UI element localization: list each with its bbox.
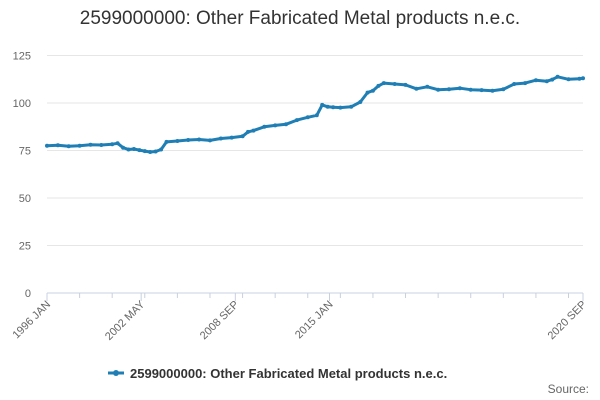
data-point[interactable] bbox=[99, 143, 104, 147]
x-tick-label: 1996 JAN bbox=[10, 299, 53, 342]
data-point[interactable] bbox=[153, 149, 158, 154]
x-tick-label: 2008 SEP bbox=[198, 299, 242, 343]
data-point[interactable] bbox=[186, 138, 191, 142]
data-point[interactable] bbox=[325, 104, 330, 109]
data-point[interactable] bbox=[218, 136, 223, 141]
data-point[interactable] bbox=[131, 147, 136, 151]
data-point[interactable] bbox=[566, 77, 571, 82]
data-point[interactable] bbox=[314, 113, 319, 118]
data-point[interactable] bbox=[88, 142, 93, 147]
chart-title: 2599000000: Other Fabricated Metal produ… bbox=[79, 8, 521, 29]
data-point[interactable] bbox=[468, 87, 473, 92]
axes: 0 25 50 75 100 125 1996 JAN 2002 MAY 2008 SEP 201… bbox=[10, 51, 589, 343]
legend-swatch-dot bbox=[113, 370, 119, 376]
data-point[interactable] bbox=[164, 139, 169, 144]
data-point[interactable] bbox=[577, 76, 582, 81]
x-tick-label: 2020 SEP bbox=[546, 299, 590, 343]
grid-lines bbox=[47, 55, 583, 246]
source-label: Source: bbox=[548, 382, 589, 396]
data-point[interactable] bbox=[425, 84, 430, 89]
data-point[interactable] bbox=[436, 87, 441, 92]
data-point[interactable] bbox=[115, 141, 120, 146]
data-point[interactable] bbox=[159, 147, 164, 152]
legend[interactable]: 2599000000: Other Fabricated Metal produ… bbox=[108, 366, 447, 381]
data-point[interactable] bbox=[251, 128, 256, 133]
data-point[interactable] bbox=[370, 88, 375, 93]
data-point[interactable] bbox=[229, 135, 234, 140]
data-point[interactable] bbox=[403, 82, 408, 87]
data-point[interactable] bbox=[581, 76, 585, 81]
data-point[interactable] bbox=[246, 129, 250, 134]
y-tick-label: 50 bbox=[19, 193, 31, 205]
data-point[interactable] bbox=[479, 88, 484, 93]
data-point[interactable] bbox=[523, 81, 528, 86]
y-tick-label: 75 bbox=[19, 146, 31, 158]
y-tick-label: 100 bbox=[13, 98, 31, 110]
data-point[interactable] bbox=[197, 137, 202, 142]
data-point[interactable] bbox=[358, 100, 363, 104]
data-point[interactable] bbox=[208, 138, 212, 143]
legend-label: 2599000000: Other Fabricated Metal produ… bbox=[130, 366, 447, 381]
data-point[interactable] bbox=[501, 87, 506, 92]
data-point[interactable] bbox=[338, 105, 343, 110]
data-point[interactable] bbox=[555, 74, 560, 79]
data-point[interactable] bbox=[284, 122, 288, 127]
x-tick-label: 2015 JAN bbox=[293, 299, 336, 342]
data-point[interactable] bbox=[77, 143, 82, 148]
data-point[interactable] bbox=[512, 82, 517, 86]
data-point[interactable] bbox=[137, 148, 142, 153]
data-point[interactable] bbox=[148, 150, 153, 154]
data-point[interactable] bbox=[381, 81, 386, 86]
data-point[interactable] bbox=[365, 90, 370, 95]
data-point[interactable] bbox=[142, 149, 147, 154]
data-point[interactable] bbox=[294, 118, 299, 123]
data-point[interactable] bbox=[121, 145, 126, 150]
data-point[interactable] bbox=[305, 115, 310, 120]
data-point[interactable] bbox=[320, 102, 325, 107]
data-point[interactable] bbox=[331, 105, 336, 110]
data-point[interactable] bbox=[273, 123, 278, 128]
y-tick-label: 125 bbox=[13, 51, 31, 63]
data-point[interactable] bbox=[175, 139, 180, 143]
x-tick-label: 2002 MAY bbox=[103, 298, 148, 343]
data-point[interactable] bbox=[262, 124, 267, 129]
data-point[interactable] bbox=[240, 134, 245, 139]
data-point[interactable] bbox=[414, 86, 419, 91]
data-point[interactable] bbox=[457, 86, 462, 91]
data-point[interactable] bbox=[55, 143, 60, 148]
data-point[interactable] bbox=[550, 77, 555, 82]
data-point[interactable] bbox=[447, 87, 451, 92]
series-layer bbox=[45, 74, 585, 154]
data-point[interactable] bbox=[45, 143, 49, 148]
data-point[interactable] bbox=[392, 82, 397, 86]
y-tick-label: 25 bbox=[19, 241, 31, 253]
data-point[interactable] bbox=[66, 144, 71, 149]
y-tick-label: 0 bbox=[25, 288, 31, 300]
data-point[interactable] bbox=[533, 78, 538, 83]
data-point[interactable] bbox=[126, 147, 131, 152]
data-point[interactable] bbox=[376, 83, 381, 88]
data-point[interactable] bbox=[349, 104, 354, 109]
data-point[interactable] bbox=[110, 142, 115, 147]
data-point[interactable] bbox=[490, 88, 495, 93]
data-point[interactable] bbox=[544, 79, 549, 84]
